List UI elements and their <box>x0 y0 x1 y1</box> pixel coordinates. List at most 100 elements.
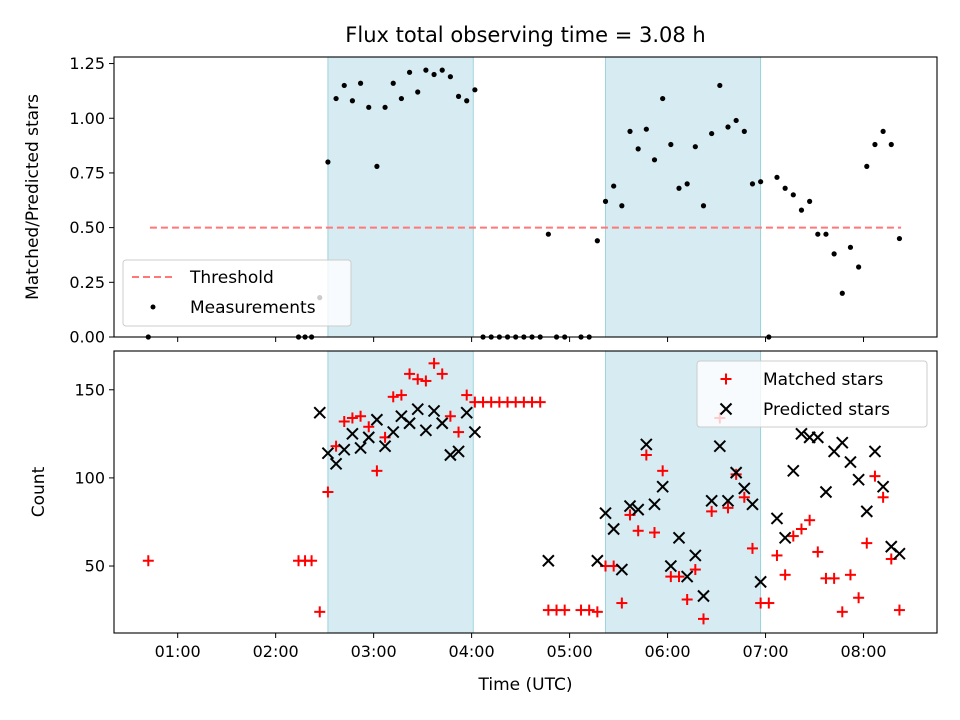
matched-point <box>869 470 881 482</box>
predicted-point <box>599 506 612 520</box>
matched-point <box>616 597 628 609</box>
measurement-point <box>382 104 388 110</box>
top-legend: Threshold Measurements <box>122 259 352 327</box>
measurement-point <box>839 290 845 296</box>
cross-stroke-b <box>591 554 604 567</box>
predicted-point <box>313 406 326 419</box>
cross-stroke-b <box>844 455 857 469</box>
measurement-point <box>888 141 894 148</box>
predicted-point <box>648 498 661 511</box>
predicted-point <box>705 494 718 508</box>
measurement-point <box>749 181 756 187</box>
cross-stroke-b <box>542 554 555 567</box>
predicted-point <box>852 473 865 486</box>
predicted-point <box>329 457 343 471</box>
matched-point <box>453 426 465 438</box>
bottom-plot-frame <box>113 350 938 634</box>
measurement-point <box>455 93 462 99</box>
matched-point <box>314 606 326 618</box>
cross-stroke-b <box>370 413 384 426</box>
measurement-point <box>831 251 837 257</box>
matched-point <box>412 373 424 385</box>
bottom-x-axis-label: Time (UTC) <box>478 675 573 695</box>
predicted-point <box>836 436 849 449</box>
predicted-point <box>460 406 473 419</box>
matched-point <box>591 606 603 618</box>
measurement-point <box>872 141 878 148</box>
matched-point <box>395 389 407 401</box>
measurement-point <box>349 98 356 104</box>
matched-point <box>853 592 865 604</box>
predicted-point <box>746 498 759 511</box>
measurement-point <box>856 264 862 270</box>
cross-stroke-b <box>893 547 906 560</box>
cross-stroke-b <box>680 570 694 583</box>
matched-point <box>738 491 750 503</box>
cross-stroke-b <box>615 563 629 576</box>
matched-point <box>763 597 775 609</box>
measurement-point <box>823 231 829 237</box>
y-tick-label: 0.25 <box>69 273 105 292</box>
y-tick-label: 1.25 <box>69 54 105 73</box>
cross-stroke-b <box>362 431 375 444</box>
predicted-point <box>868 445 882 458</box>
cross-stroke-b <box>640 438 653 451</box>
y-tick-label: 50 <box>85 557 105 576</box>
measurement-point <box>815 231 821 237</box>
matched-point <box>681 594 693 606</box>
matched-point <box>828 572 840 584</box>
cross-stroke-b <box>329 457 343 471</box>
matched-point <box>697 613 709 625</box>
cross-stroke-b <box>648 498 661 511</box>
matched-point <box>812 546 824 558</box>
cross-stroke-b <box>672 531 686 545</box>
predicted-point <box>640 438 653 451</box>
measurement-point <box>619 203 625 209</box>
cross-stroke-b <box>836 436 849 449</box>
x-tick-label: 05:00 <box>547 642 593 661</box>
measurement-point <box>406 69 413 75</box>
matched-point <box>346 412 358 424</box>
predicted-point <box>452 445 465 458</box>
predicted-point <box>468 425 482 439</box>
matched-point <box>640 449 652 461</box>
matched-point <box>689 564 701 576</box>
shaded-interval <box>327 56 474 338</box>
predicted-point <box>321 447 335 460</box>
measurement-point <box>733 117 739 124</box>
matched-point <box>583 604 595 616</box>
matched-point <box>363 421 375 433</box>
x-tick-label: 06:00 <box>645 642 691 661</box>
measurement-point <box>366 104 372 110</box>
matched-point <box>836 606 848 618</box>
legend-matched-label: Matched stars <box>763 370 883 390</box>
measurement-point <box>782 185 788 191</box>
cross-stroke-b <box>719 402 733 416</box>
matched-point <box>706 505 718 517</box>
predicted-point <box>631 503 645 516</box>
predicted-point <box>729 466 743 479</box>
measurement-point <box>676 185 682 191</box>
x-tick-label: 03:00 <box>351 642 397 661</box>
measurement-point <box>668 141 674 148</box>
x-tick-label: 01:00 <box>155 642 201 661</box>
matched-point <box>771 549 783 561</box>
cross-stroke-b <box>321 447 335 460</box>
legend-predicted-label: Predicted stars <box>763 400 890 420</box>
matched-point <box>428 357 440 369</box>
predicted-point <box>615 563 629 576</box>
cross-stroke-b <box>860 505 873 518</box>
matched-point <box>673 571 685 583</box>
x-tick-label: 08:00 <box>840 642 886 661</box>
predicted-point <box>672 531 686 545</box>
matched-point <box>844 569 856 581</box>
legend-measurements-label: Measurements <box>190 298 316 318</box>
top-shading-group <box>327 56 762 338</box>
predicted-point <box>754 575 767 589</box>
top-points-group <box>145 67 903 340</box>
predicted-point <box>591 554 604 567</box>
measurement-point <box>807 198 813 204</box>
cross-stroke-b <box>729 466 743 479</box>
top-legend-box <box>122 259 352 327</box>
matched-point <box>338 416 350 427</box>
